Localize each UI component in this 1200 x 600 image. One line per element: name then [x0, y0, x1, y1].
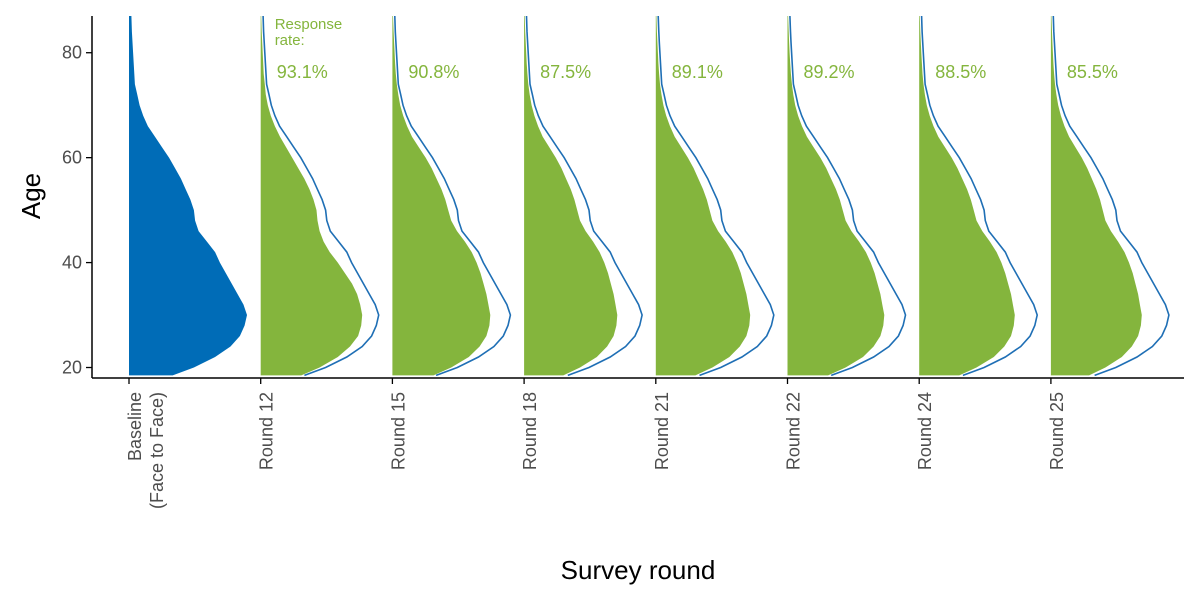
svg-text:Baseline: Baseline	[125, 392, 145, 461]
x-tick-label: Round 25	[1047, 392, 1067, 470]
violin-baseline-outline-6	[920, 15, 1039, 377]
violin-respondents-1	[260, 16, 363, 376]
violin-respondents-5	[787, 16, 885, 376]
svg-text:Round 18: Round 18	[520, 392, 540, 470]
y-axis-ticks: 20 40 60 80	[62, 43, 92, 378]
response-rate-label: 89.1%	[672, 62, 723, 82]
x-tick-label: Round 18	[520, 392, 540, 470]
response-rate-title: Response rate:	[275, 16, 343, 49]
response-rate-label: 93.1%	[277, 62, 328, 82]
violin-baseline-outline-5	[789, 15, 907, 377]
x-axis-title: Survey round	[561, 555, 716, 585]
response-rate-label: 90.8%	[408, 62, 459, 82]
x-tick-label: Round 24	[915, 392, 935, 470]
response-rate-layer: Response rate: 93.1% 90.8% 87.5% 89.1% 89.2% 88…	[275, 16, 1118, 82]
violin-baseline-outline-2	[394, 15, 512, 377]
x-tick-label: Round 21	[652, 392, 672, 470]
svg-text:Round 22: Round 22	[784, 392, 804, 470]
violin-respondents-4	[655, 16, 751, 376]
violin-respondents-7	[1050, 16, 1142, 376]
y-tick-label: 80	[62, 43, 82, 63]
x-axis-ticks: Baseline (Face to Face) Round 12 Round 15 Ro…	[125, 378, 1067, 509]
y-axis-title: Age	[16, 173, 46, 219]
violin-respondents-6	[919, 16, 1015, 376]
x-tick-label: Baseline (Face to Face)	[125, 392, 167, 509]
response-rate-label: 89.2%	[804, 62, 855, 82]
violin-baseline-outline-1	[262, 15, 380, 377]
y-tick-label: 40	[62, 253, 82, 273]
x-tick-label: Round 12	[257, 392, 277, 470]
violin-layer	[129, 15, 1170, 377]
svg-text:Round 21: Round 21	[652, 392, 672, 470]
violin-baseline	[129, 16, 247, 376]
x-tick-label: Round 15	[388, 392, 408, 470]
svg-text:Round 25: Round 25	[1047, 392, 1067, 470]
response-rate-label: 85.5%	[1067, 62, 1118, 82]
svg-text:Round 12: Round 12	[257, 392, 277, 470]
svg-text:Round 24: Round 24	[915, 392, 935, 470]
y-tick-label: 20	[62, 358, 82, 378]
violin-respondents-3	[524, 16, 618, 376]
violin-baseline-outline-3	[525, 15, 643, 377]
y-tick-label: 60	[62, 148, 82, 168]
x-tick-label: Round 22	[784, 392, 804, 470]
svg-text:(Face to Face): (Face to Face)	[147, 392, 167, 509]
violin-baseline-outline-7	[1052, 15, 1170, 377]
violin-baseline-outline-4	[657, 15, 775, 377]
response-rate-label: 87.5%	[540, 62, 591, 82]
svg-text:Round 15: Round 15	[388, 392, 408, 470]
response-rate-label: 88.5%	[935, 62, 986, 82]
violin-respondents-2	[392, 16, 491, 376]
